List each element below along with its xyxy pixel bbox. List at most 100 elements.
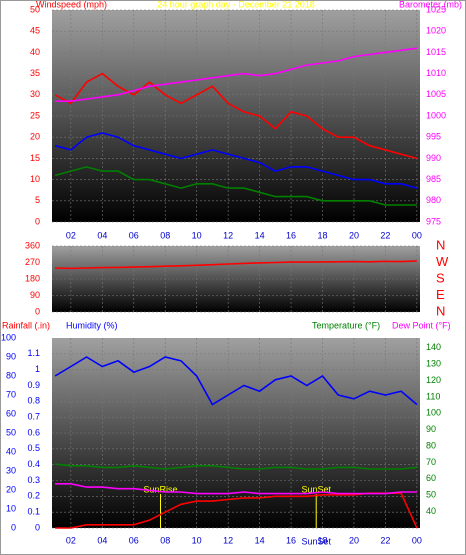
y2-tick-label: W (436, 254, 449, 269)
x-tick-label: 02 (66, 230, 76, 240)
y-tick-label: 270 (25, 257, 40, 267)
x-tick-label: 10 (192, 535, 202, 545)
y2-tick-label: 80 (426, 440, 436, 450)
annotation: SunSet (301, 536, 331, 546)
y-tick-label: 5 (35, 195, 40, 205)
series-line (55, 47, 418, 102)
x-tick-label: 18 (317, 535, 327, 545)
y2-tick-label: E (436, 287, 445, 302)
y-tick-label: 0 (35, 216, 40, 226)
y2-tick-label: 1025 (426, 4, 446, 14)
y-tick-label: 25 (30, 110, 40, 120)
y2-tick-label: 1005 (426, 89, 446, 99)
series-line (54, 72, 418, 160)
series-label: Dew Point (°F) (392, 320, 451, 330)
y-tick-label: 1 (35, 364, 40, 374)
series-line (55, 260, 417, 270)
y-tick-label: 90 (30, 290, 40, 300)
y-tick-label: 15 (30, 153, 40, 163)
x-tick-label: 04 (97, 535, 107, 545)
y3-tick-label: 90 (6, 351, 16, 361)
series-line (54, 166, 417, 206)
y3-tick-label: 80 (6, 370, 16, 380)
y3-tick-label: 0 (11, 522, 16, 532)
y-tick-label: 0.1 (27, 507, 40, 517)
x-tick-label: 22 (380, 535, 390, 545)
x-tick-label: 16 (286, 535, 296, 545)
x-tick-label: 08 (160, 230, 170, 240)
y2-tick-label: 980 (426, 195, 441, 205)
y-tick-label: 1.1 (27, 348, 40, 358)
y3-tick-label: 40 (6, 446, 16, 456)
y3-tick-label: 70 (6, 389, 16, 399)
y-tick-label: 0.5 (27, 443, 40, 453)
x-tick-label: 04 (97, 230, 107, 240)
x-tick-label: 10 (192, 230, 202, 240)
series-label: Temperature (°F) (312, 320, 380, 330)
y3-tick-label: 50 (6, 427, 16, 437)
y-tick-label: 30 (30, 89, 40, 99)
y2-tick-label: 120 (426, 375, 441, 385)
y2-tick-label: S (436, 270, 445, 285)
y2-tick-label: 1015 (426, 47, 446, 57)
y3-tick-label: 100 (1, 332, 16, 342)
y-tick-label: 0.2 (27, 491, 40, 501)
annotation: SunSet (301, 484, 331, 494)
chart-title: 24 hour graph day - December 21 2018 (157, 0, 315, 9)
y2-tick-label: 60 (426, 473, 436, 483)
series-line (55, 463, 417, 470)
x-tick-label: 18 (317, 230, 327, 240)
series-line (54, 356, 418, 406)
x-tick-label: 20 (349, 230, 359, 240)
y-tick-label: 360 (25, 240, 40, 250)
y-tick-label: 10 (30, 174, 40, 184)
y-tick-label: 20 (30, 132, 40, 142)
series-line (55, 483, 417, 495)
y2-tick-label: 975 (426, 216, 441, 226)
series-label: Humidity (%) (66, 320, 118, 330)
y2-tick-label: 50 (426, 490, 436, 500)
x-tick-label: 08 (160, 535, 170, 545)
x-tick-label: 20 (349, 535, 359, 545)
y-tick-label: 0 (35, 522, 40, 532)
y-tick-label: 45 (30, 26, 40, 36)
y2-tick-label: 130 (426, 359, 441, 369)
x-tick-label: 06 (129, 230, 139, 240)
y2-tick-label: 985 (426, 174, 441, 184)
annotation: SunRise (143, 484, 177, 494)
y2-tick-label: 140 (426, 342, 441, 352)
x-tick-label: 02 (66, 535, 76, 545)
y-axis-label: Windspeed (mph) (36, 0, 107, 9)
y-tick-label: 180 (25, 273, 40, 283)
x-tick-label: 06 (129, 535, 139, 545)
x-tick-label: 00 (412, 230, 422, 240)
x-tick-label: 12 (223, 535, 233, 545)
y3-tick-label: 30 (6, 465, 16, 475)
y2-tick-label: 90 (426, 424, 436, 434)
y2-tick-label: 1010 (426, 68, 446, 78)
y2-tick-label: N (436, 303, 445, 318)
y-tick-label: 40 (30, 47, 40, 57)
series-line (55, 492, 418, 529)
x-tick-label: 12 (223, 230, 233, 240)
y2-tick-label: 70 (426, 457, 436, 467)
y2-tick-label: 110 (426, 391, 440, 401)
x-tick-label: 16 (286, 230, 296, 240)
y2-axis-label: Barometer (mb) (399, 0, 462, 9)
x-tick-label: 14 (255, 535, 265, 545)
series-label: Rainfall (.in) (2, 320, 50, 330)
x-tick-label: 22 (380, 230, 390, 240)
y-tick-label: 0.9 (27, 380, 40, 390)
y2-tick-label: 995 (426, 132, 441, 142)
y2-tick-label: 40 (426, 506, 436, 516)
y-tick-label: 0.8 (27, 396, 40, 406)
y-tick-label: 0 (35, 306, 40, 316)
y2-tick-label: 1000 (426, 110, 446, 120)
x-tick-label: 14 (255, 230, 265, 240)
y2-tick-label: 990 (426, 153, 441, 163)
y2-tick-label: 100 (426, 408, 441, 418)
y3-tick-label: 60 (6, 408, 16, 418)
y2-tick-label: N (436, 237, 445, 252)
